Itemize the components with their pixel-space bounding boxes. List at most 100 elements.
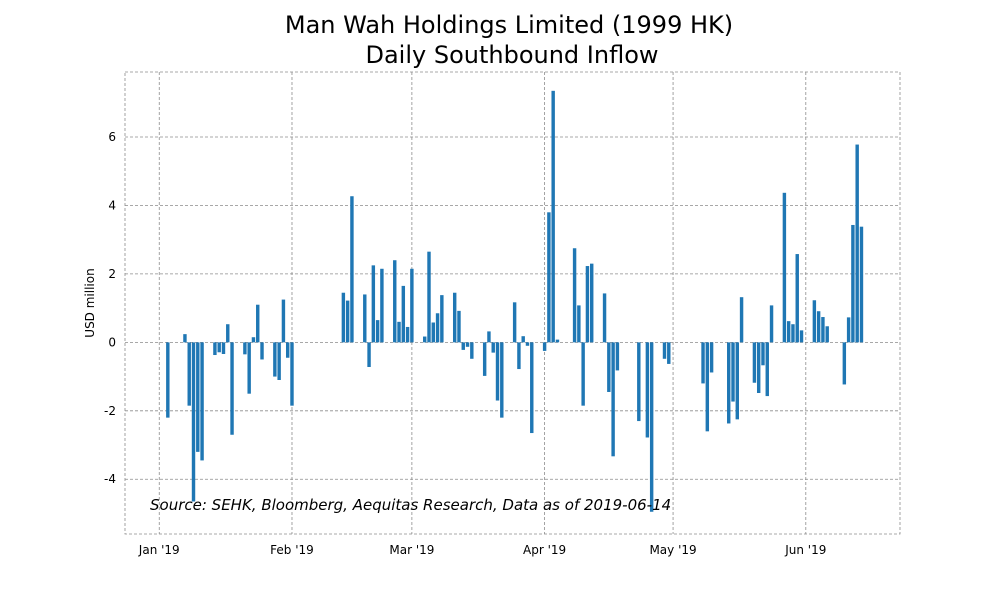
bar-2019-06-14 <box>859 226 864 343</box>
bar-2019-02-15 <box>350 196 354 343</box>
y-tick-label: 4 <box>108 198 116 212</box>
bar-2019-03-11 <box>452 292 457 343</box>
bar-2019-02-25 <box>393 260 397 343</box>
bar-2019-03-22 <box>500 342 504 418</box>
bar-2019-01-16 <box>221 342 226 354</box>
x-tick-label: Apr '19 <box>523 543 566 557</box>
bar-2019-01-07 <box>183 334 187 343</box>
bars <box>166 90 864 512</box>
bar-2019-03-20 <box>491 342 495 353</box>
bar-2019-03-12 <box>457 310 461 343</box>
bar-2019-02-19 <box>367 342 371 367</box>
bar-2019-05-20 <box>752 342 757 383</box>
bar-2019-01-21 <box>243 342 247 355</box>
bar-2019-04-04 <box>555 339 560 343</box>
bar-2019-03-29 <box>530 342 534 434</box>
x-axis-ticks: Jan '19 Feb '19 Mar '19 Apr '19 May '19 Jun '… <box>138 543 827 557</box>
bar-2019-03-05 <box>427 251 431 343</box>
bar-2019-01-11 <box>200 342 204 461</box>
bar-2019-02-26 <box>397 321 401 343</box>
bar-2019-01-10 <box>196 342 200 452</box>
bar-2019-03-15 <box>470 342 474 359</box>
bar-2019-02-22 <box>380 268 384 343</box>
bar-2019-04-01 <box>542 342 547 351</box>
bar-2019-02-21 <box>375 320 380 343</box>
bar-2019-06-12 <box>851 224 855 343</box>
bar-2019-04-30 <box>667 342 671 364</box>
bar-2019-05-21 <box>756 342 761 394</box>
x-tick-label: Mar '19 <box>389 543 434 557</box>
bar-2019-03-21 <box>495 342 500 401</box>
bar-2019-04-10 <box>581 342 585 406</box>
bar-2019-05-08 <box>701 342 705 384</box>
bar-2019-03-14 <box>465 342 470 347</box>
y-tick-label: 2 <box>108 267 116 281</box>
bar-2019-01-09 <box>191 342 196 502</box>
bar-2019-02-14 <box>345 300 350 343</box>
y-tick-label: -4 <box>104 472 116 486</box>
x-tick-label: May '19 <box>649 543 696 557</box>
bar-2019-06-04 <box>816 311 821 343</box>
bar-2019-03-19 <box>487 331 491 343</box>
bar-2019-03-28 <box>525 342 530 346</box>
bar-2019-04-11 <box>585 266 590 343</box>
bar-2019-05-23 <box>765 342 769 397</box>
bar-2019-01-29 <box>277 342 281 380</box>
bar-2019-05-28 <box>786 321 791 343</box>
bar-2019-05-09 <box>705 342 710 432</box>
bar-2019-03-26 <box>517 342 521 370</box>
bar-2019-04-09 <box>577 305 581 343</box>
bar-2019-04-12 <box>590 263 594 343</box>
bar-2019-06-06 <box>825 326 829 343</box>
plot-frame <box>124 71 901 535</box>
bar-2019-01-18 <box>230 342 234 435</box>
bar-2019-04-23 <box>637 342 641 422</box>
bar-2019-01-25 <box>260 342 264 360</box>
bar-2019-03-08 <box>440 295 444 343</box>
y-axis-ticks: -4 -2 0 2 4 6 <box>104 130 116 486</box>
chart-title-line-1: Man Wah Holdings Limited (1999 HK) <box>285 11 733 39</box>
bar-2019-04-03 <box>551 90 555 343</box>
bar-2019-02-20 <box>371 265 376 343</box>
bar-2019-01-08 <box>187 342 191 406</box>
bar-2019-05-17 <box>739 297 744 343</box>
bar-2019-03-25 <box>512 302 517 343</box>
bar-2019-01-23 <box>251 337 256 343</box>
bar-2019-04-29 <box>662 342 667 359</box>
bar-2019-02-28 <box>405 326 410 343</box>
bar-2019-03-27 <box>521 336 525 343</box>
bar-2019-03-13 <box>461 342 465 350</box>
bar-2019-04-08 <box>572 248 577 343</box>
bar-2019-06-13 <box>855 144 859 343</box>
bar-2019-06-05 <box>821 317 825 343</box>
bar-2019-05-16 <box>735 342 740 420</box>
bar-2019-01-28 <box>273 342 277 377</box>
bar-2019-01-17 <box>226 324 230 343</box>
bar-2019-01-30 <box>281 299 286 343</box>
bar-2019-02-01 <box>290 342 294 406</box>
bar-2019-03-01 <box>410 268 414 343</box>
bar-2019-05-14 <box>727 342 731 424</box>
bar-2019-04-25 <box>645 342 650 438</box>
bar-2019-05-10 <box>709 342 714 373</box>
bar-2019-05-27 <box>782 192 787 343</box>
gridlines <box>125 72 900 534</box>
source-annotation: Source: SEHK, Bloomberg, Aequitas Resear… <box>150 496 671 514</box>
bar-2019-04-17 <box>611 342 615 457</box>
bar-2019-04-18 <box>615 342 620 371</box>
x-tick-label: Jun '19 <box>784 543 826 557</box>
x-tick-label: Jan '19 <box>138 543 180 557</box>
bar-2019-04-26 <box>649 342 654 512</box>
bar-2019-01-15 <box>217 342 221 353</box>
bar-2019-02-13 <box>341 292 346 343</box>
bar-2019-04-16 <box>607 342 611 392</box>
bar-2019-01-14 <box>213 342 217 356</box>
bar-2019-06-03 <box>812 300 817 343</box>
bar-2019-03-04 <box>423 336 427 343</box>
bar-2019-02-27 <box>401 285 406 343</box>
bar-2019-05-31 <box>799 330 804 343</box>
bar-2019-04-15 <box>602 293 607 343</box>
bar-2019-01-03 <box>166 342 170 418</box>
bar-2019-05-24 <box>769 305 774 343</box>
bar-2019-03-18 <box>482 342 487 376</box>
